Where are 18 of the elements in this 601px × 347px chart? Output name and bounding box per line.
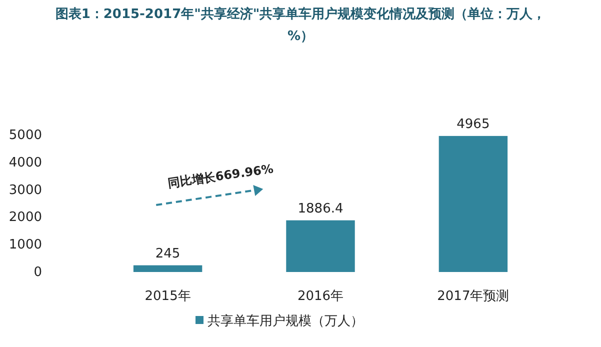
x-tick-label: 2015年: [144, 289, 191, 304]
y-tick-label: 3000: [8, 182, 42, 198]
data-label: 245: [155, 246, 180, 262]
data-label: 4965: [456, 116, 490, 132]
y-tick-label: 1000: [8, 238, 42, 253]
annotation: 同比增长669.96%: [166, 162, 274, 190]
data-label: 1886.4: [298, 201, 344, 216]
y-tick-label: 2000: [8, 210, 42, 226]
y-tick-label: 4000: [8, 155, 42, 170]
y-tick-label: 0: [34, 265, 42, 280]
x-tick-label: 2016年: [297, 289, 344, 304]
bar: [133, 265, 202, 272]
bar: [286, 220, 355, 272]
chart-title: 图表1：2015-2017年"共享经济"共享单车用户规模变化情况及预测（单位：万人，%）: [55, 6, 546, 44]
bar: [438, 136, 508, 272]
legend-label: 共享单车用户规模（万人）: [208, 313, 364, 329]
x-tick-label: 2017年预测: [437, 289, 510, 304]
y-tick-label: 5000: [8, 128, 42, 143]
